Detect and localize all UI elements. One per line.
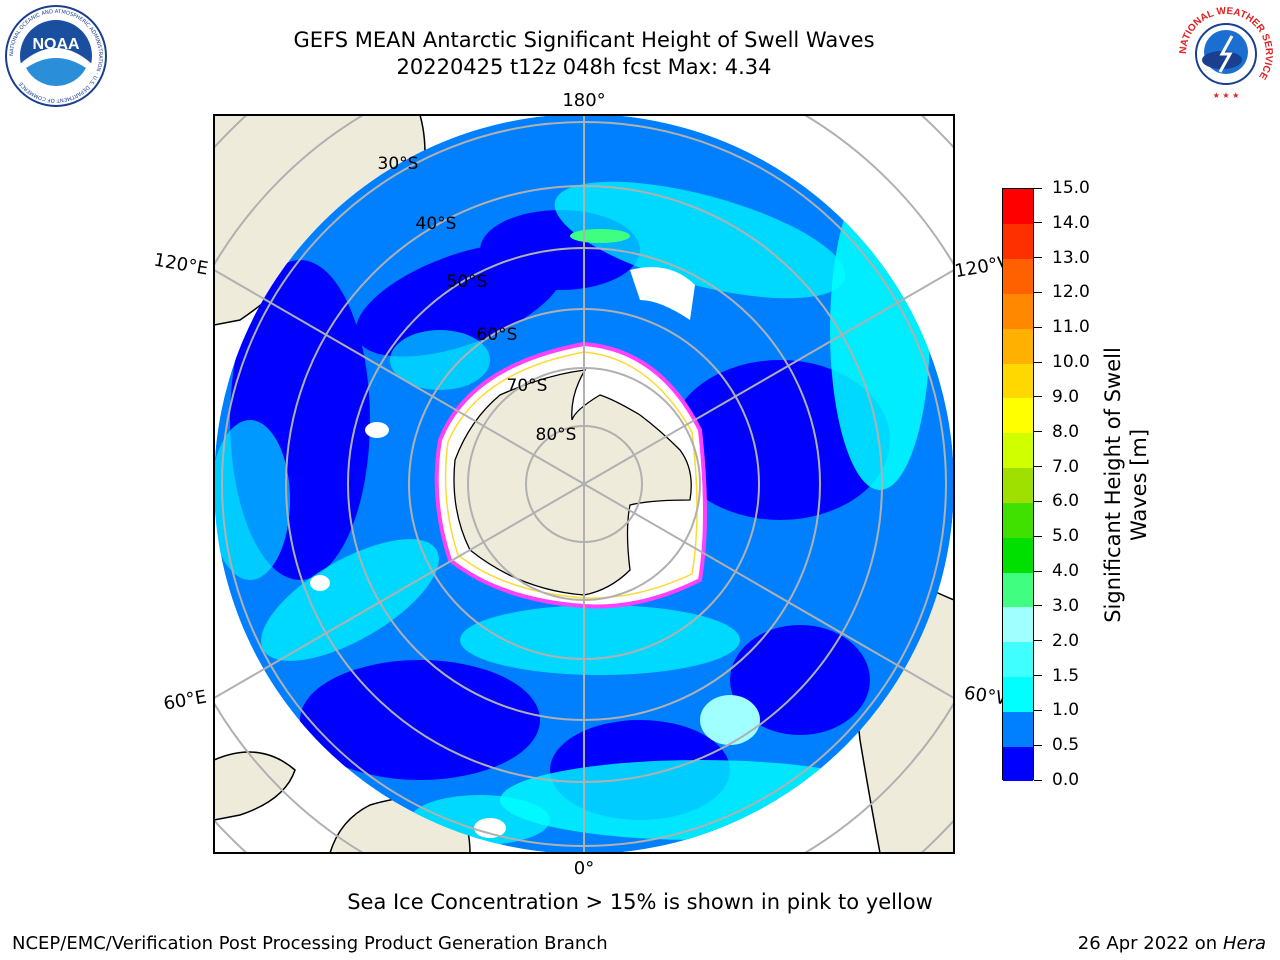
chart-subtitle: 20220425 t12z 048h fcst Max: 4.34 <box>396 55 772 79</box>
colorbar-tick-label: 0.5 <box>1052 735 1080 756</box>
colorbar-segment <box>1003 293 1033 329</box>
footer-date: 26 Apr 2022 on Hera <box>1078 933 1266 954</box>
colorbar-tick-label: 12.0 <box>1052 282 1090 303</box>
antarctica-land <box>453 369 692 596</box>
colorbar-tick <box>1034 326 1042 328</box>
colorbar-tick-label: 14.0 <box>1052 212 1090 233</box>
colorbar-tick <box>1034 675 1042 677</box>
colorbar-tick <box>1034 466 1042 468</box>
colorbar-tick-label: 5.0 <box>1052 526 1080 547</box>
lon-label-60e: 60°E <box>162 686 208 714</box>
footer-machine: Hera <box>1222 933 1266 954</box>
colorbar-segment <box>1003 363 1033 399</box>
colorbar-tick <box>1034 187 1042 189</box>
colorbar-label: Significant Height of Swell Waves [m] <box>1100 347 1152 623</box>
colorbar-tick <box>1034 396 1042 398</box>
nws-logo: NATIONAL WEATHER SERVICE ★ ★ ★ <box>1178 6 1274 102</box>
colorbar-segment <box>1003 467 1033 503</box>
noaa-logo: NOAA NATIONAL OCEANIC AND ATMOSPHERIC AD… <box>5 5 107 107</box>
sea-ice-note: Sea Ice Concentration > 15% is shown in … <box>347 890 933 914</box>
colorbar-segment <box>1003 397 1033 434</box>
colorbar <box>1002 188 1034 782</box>
colorbar-tick-label: 9.0 <box>1052 386 1080 407</box>
colorbar-segment <box>1003 537 1033 573</box>
lat-label-30s: 30°S <box>378 154 419 174</box>
lat-label-80s: 80°S <box>536 425 577 445</box>
lon-label-120e: 120°E <box>152 249 210 279</box>
colorbar-tick-label: 15.0 <box>1052 178 1090 198</box>
colorbar-tick <box>1034 500 1042 502</box>
lat-label-50s: 50°S <box>447 272 488 292</box>
colorbar-tick-label: 6.0 <box>1052 491 1080 512</box>
colorbar-tick-label: 1.0 <box>1052 700 1080 721</box>
colorbar-tick <box>1034 640 1042 642</box>
colorbar-segment <box>1003 189 1033 225</box>
colorbar-tick <box>1034 709 1042 711</box>
colorbar-tick <box>1034 361 1042 363</box>
colorbar-segment <box>1003 572 1033 608</box>
colorbar-tick <box>1034 779 1042 781</box>
svg-text:NOAA: NOAA <box>32 36 80 53</box>
lat-label-40s: 40°S <box>416 214 457 234</box>
lat-label-60s: 60°S <box>477 325 518 345</box>
colorbar-tick-label: 0.0 <box>1052 770 1080 790</box>
colorbar-tick <box>1034 605 1042 607</box>
colorbar-tick-label: 4.0 <box>1052 561 1080 582</box>
footer-date-text: 26 Apr 2022 on <box>1077 933 1223 954</box>
colorbar-segment <box>1003 746 1033 782</box>
colorbar-tick <box>1034 744 1042 746</box>
graticule <box>214 115 954 853</box>
colorbar-tick-label: 7.0 <box>1052 456 1080 477</box>
colorbar-tick-label: 8.0 <box>1052 421 1080 442</box>
colorbar-segment <box>1003 258 1033 294</box>
colorbar-tick <box>1034 257 1042 259</box>
colorbar-label-line2: Waves [m] <box>1127 428 1151 542</box>
colorbar-tick <box>1034 291 1042 293</box>
colorbar-tick <box>1034 431 1042 433</box>
colorbar-tick-label: 2.0 <box>1052 630 1080 651</box>
svg-text:★ ★ ★: ★ ★ ★ <box>1213 91 1240 100</box>
map-frame <box>213 114 955 854</box>
lat-label-70s: 70°S <box>507 376 548 396</box>
colorbar-tick <box>1034 570 1042 572</box>
colorbar-segment <box>1003 676 1033 712</box>
lon-label-0: 0° <box>574 858 594 879</box>
colorbar-segment <box>1003 641 1033 678</box>
colorbar-tick <box>1034 222 1042 224</box>
footer-credit: NCEP/EMC/Verification Post Processing Pr… <box>12 933 608 954</box>
colorbar-label-line1: Significant Height of Swell <box>1101 347 1125 623</box>
colorbar-tick-label: 3.0 <box>1052 595 1080 616</box>
colorbar-segment <box>1003 328 1033 364</box>
chart-title: GEFS MEAN Antarctic Significant Height o… <box>293 28 875 52</box>
colorbar-tick-label: 11.0 <box>1052 317 1090 338</box>
lon-label-180: 180° <box>562 90 605 111</box>
colorbar-segment <box>1003 502 1033 538</box>
colorbar-segment <box>1003 606 1033 643</box>
colorbar-segment <box>1003 432 1033 469</box>
colorbar-tick-label: 10.0 <box>1052 352 1090 373</box>
colorbar-segment <box>1003 711 1033 747</box>
colorbar-tick <box>1034 535 1042 537</box>
colorbar-tick-label: 13.0 <box>1052 247 1090 268</box>
colorbar-tick-label: 1.5 <box>1052 665 1080 686</box>
africa-land <box>214 751 296 821</box>
colorbar-segment <box>1003 223 1033 260</box>
